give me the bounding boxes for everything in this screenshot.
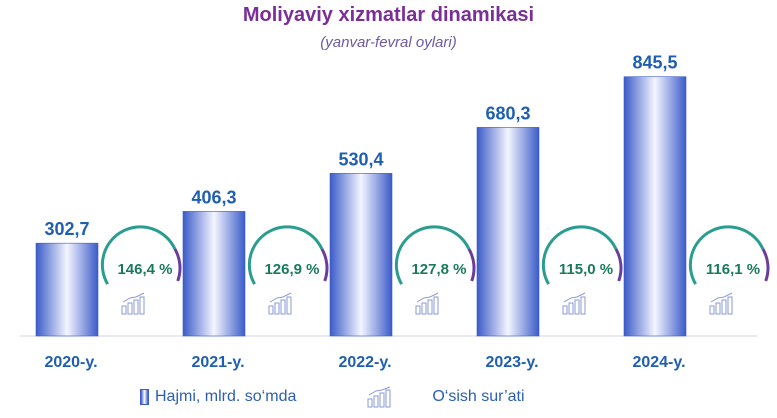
growth-chart-icon xyxy=(415,292,439,315)
growth-label: 146,4 % xyxy=(117,261,172,278)
chart-title: Moliyaviy xizmatlar dinamikasi xyxy=(242,4,535,26)
growth-label: 115,0 % xyxy=(559,261,613,278)
growth-chart-icon xyxy=(562,292,586,315)
growth-arc xyxy=(688,225,765,285)
category-label: 2021-y. xyxy=(191,354,244,371)
bar xyxy=(623,76,687,337)
category-label: 2023-y. xyxy=(485,354,538,371)
growth-arc xyxy=(247,225,324,285)
bar xyxy=(329,173,393,337)
legend-growth-label: O‘sish sur’ati xyxy=(432,388,525,405)
growth-arc xyxy=(394,225,471,285)
growth-arc-tail xyxy=(467,248,476,282)
growth-chart-icon xyxy=(121,292,145,315)
growth-chart-icon xyxy=(709,292,733,315)
value-label: 680,3 xyxy=(485,103,530,123)
growth-arc-tail xyxy=(320,248,329,282)
value-label: 845,5 xyxy=(632,53,677,73)
legend-volume-swatch xyxy=(140,389,149,405)
legend: Hajmi, mlrd. so‘mda O‘sish sur’ati xyxy=(140,386,525,408)
growth-label: 116,1 % xyxy=(706,261,760,278)
value-label: 530,4 xyxy=(338,149,383,169)
growth-arc-tail xyxy=(173,248,182,282)
category-label: 2024-y. xyxy=(632,354,685,371)
bar xyxy=(476,127,540,337)
category-label: 2022-y. xyxy=(338,354,391,371)
category-label: 2020-y. xyxy=(44,354,97,371)
growth-arc-tail xyxy=(614,248,623,282)
growth-arc xyxy=(541,225,618,285)
value-label: 406,3 xyxy=(191,187,236,207)
growth-chart-icon xyxy=(268,292,292,315)
bar xyxy=(35,242,99,337)
bar xyxy=(182,211,246,337)
growth-arc-tail xyxy=(761,248,770,282)
growth-label: 126,9 % xyxy=(264,261,319,278)
growth-chart-icon xyxy=(367,386,391,408)
legend-volume-label: Hajmi, mlrd. so‘mda xyxy=(155,388,297,405)
value-label: 302,7 xyxy=(44,219,89,239)
growth-arc xyxy=(100,225,177,285)
growth-label: 127,8 % xyxy=(411,261,466,278)
chart-subtitle: (yanvar-fevral oylari) xyxy=(320,34,457,51)
